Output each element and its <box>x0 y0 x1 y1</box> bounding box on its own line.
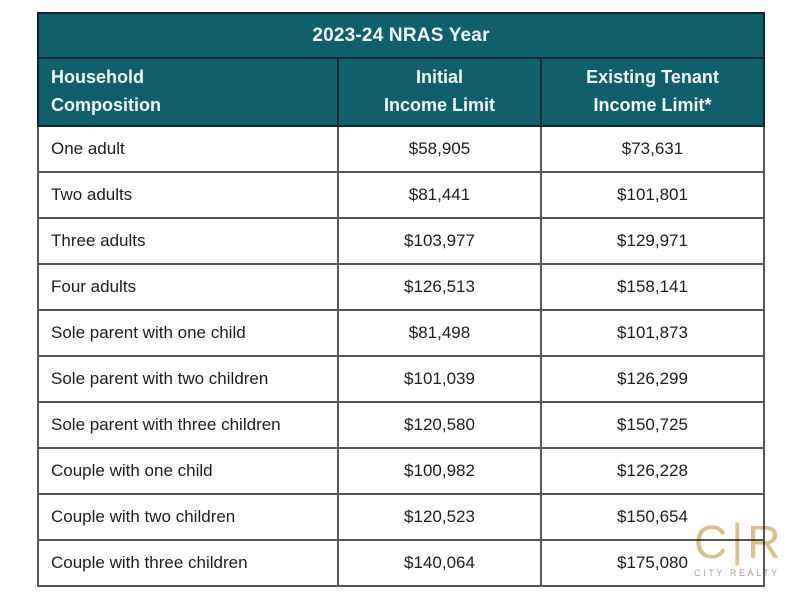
title-row: 2023-24 NRAS Year <box>37 12 765 59</box>
existing-tenant-income-limit-cell: $126,228 <box>540 447 765 495</box>
column-header-existing-tenant-income-limit: Existing Tenant Income Limit* <box>540 57 765 127</box>
initial-income-limit-cell: $58,905 <box>337 125 542 173</box>
household-composition-cell: Sole parent with two children <box>37 355 339 403</box>
header-row: Household Composition Initial Income Lim… <box>37 57 765 127</box>
existing-tenant-income-limit-cell: $101,873 <box>540 309 765 357</box>
initial-income-limit-cell: $140,064 <box>337 539 542 587</box>
existing-tenant-income-limit-cell: $101,801 <box>540 171 765 219</box>
existing-tenant-income-limit-cell: $73,631 <box>540 125 765 173</box>
initial-income-limit-cell: $120,523 <box>337 493 542 541</box>
table-row: Couple with one child $100,982 $126,228 <box>37 447 765 495</box>
header-line: Existing Tenant <box>586 67 719 88</box>
table-row: Couple with two children $120,523 $150,6… <box>37 493 765 541</box>
existing-tenant-income-limit-cell: $175,080 <box>540 539 765 587</box>
initial-income-limit-cell: $126,513 <box>337 263 542 311</box>
table-row: Sole parent with two children $101,039 $… <box>37 355 765 403</box>
table-row: Sole parent with one child $81,498 $101,… <box>37 309 765 357</box>
header-line: Household <box>51 67 144 88</box>
household-composition-cell: Couple with one child <box>37 447 339 495</box>
initial-income-limit-cell: $81,441 <box>337 171 542 219</box>
header-line: Composition <box>51 95 161 115</box>
existing-tenant-income-limit-cell: $150,725 <box>540 401 765 449</box>
table-row: Three adults $103,977 $129,971 <box>37 217 765 265</box>
column-header-initial-income-limit: Initial Income Limit <box>337 57 542 127</box>
table-row: Four adults $126,513 $158,141 <box>37 263 765 311</box>
table-row: Sole parent with three children $120,580… <box>37 401 765 449</box>
column-header-household-composition: Household Composition <box>37 57 339 127</box>
header-line: Income Limit* <box>593 95 712 115</box>
household-composition-cell: Couple with three children <box>37 539 339 587</box>
household-composition-cell: Two adults <box>37 171 339 219</box>
initial-income-limit-cell: $103,977 <box>337 217 542 265</box>
existing-tenant-income-limit-cell: $158,141 <box>540 263 765 311</box>
table-title: 2023-24 NRAS Year <box>37 12 765 59</box>
initial-income-limit-cell: $120,580 <box>337 401 542 449</box>
table-row: One adult $58,905 $73,631 <box>37 125 765 173</box>
nras-income-limits-table: 2023-24 NRAS Year Household Composition … <box>37 12 765 587</box>
existing-tenant-income-limit-cell: $126,299 <box>540 355 765 403</box>
existing-tenant-income-limit-cell: $129,971 <box>540 217 765 265</box>
table-row: Couple with three children $140,064 $175… <box>37 539 765 587</box>
existing-tenant-income-limit-cell: $150,654 <box>540 493 765 541</box>
household-composition-cell: One adult <box>37 125 339 173</box>
household-composition-cell: Three adults <box>37 217 339 265</box>
household-composition-cell: Four adults <box>37 263 339 311</box>
header-line: Initial <box>415 67 463 88</box>
household-composition-cell: Sole parent with one child <box>37 309 339 357</box>
header-line: Income Limit <box>383 95 495 115</box>
initial-income-limit-cell: $101,039 <box>337 355 542 403</box>
initial-income-limit-cell: $81,498 <box>337 309 542 357</box>
table-row: Two adults $81,441 $101,801 <box>37 171 765 219</box>
household-composition-cell: Couple with two children <box>37 493 339 541</box>
initial-income-limit-cell: $100,982 <box>337 447 542 495</box>
household-composition-cell: Sole parent with three children <box>37 401 339 449</box>
